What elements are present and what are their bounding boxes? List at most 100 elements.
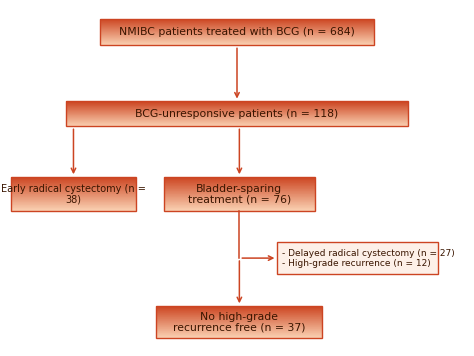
Bar <box>164 209 315 210</box>
Bar <box>10 205 137 206</box>
Bar <box>156 327 322 328</box>
Bar <box>164 194 315 195</box>
Text: No high-grade: No high-grade <box>201 312 278 322</box>
Text: - High-grade recurrence (n = 12): - High-grade recurrence (n = 12) <box>282 258 431 268</box>
Bar <box>156 329 322 330</box>
Bar <box>164 182 315 183</box>
Bar <box>164 206 315 207</box>
Text: - Delayed radical cystectomy (n = 27): - Delayed radical cystectomy (n = 27) <box>282 248 455 258</box>
Bar <box>156 317 322 318</box>
Bar <box>156 323 322 324</box>
Bar <box>10 177 137 178</box>
Bar <box>156 316 322 317</box>
Bar <box>156 332 322 333</box>
Bar <box>164 202 315 203</box>
Bar <box>156 318 322 319</box>
Bar <box>10 181 137 182</box>
Bar <box>164 192 315 193</box>
Bar <box>10 179 137 180</box>
Bar <box>156 325 322 326</box>
Bar <box>164 177 315 211</box>
Bar <box>156 322 322 323</box>
Bar <box>10 186 137 187</box>
Bar <box>164 204 315 205</box>
Bar <box>156 312 322 313</box>
Bar <box>10 202 137 203</box>
Bar <box>156 321 322 322</box>
Bar <box>164 205 315 206</box>
Text: BCG-unresponsive patients (n = 118): BCG-unresponsive patients (n = 118) <box>136 109 338 119</box>
Bar <box>164 188 315 189</box>
Bar <box>277 242 438 274</box>
Bar <box>156 324 322 325</box>
Bar <box>156 330 322 331</box>
Bar <box>164 180 315 181</box>
Bar <box>164 203 315 204</box>
Bar <box>164 190 315 191</box>
Bar <box>164 191 315 192</box>
Bar <box>164 187 315 188</box>
Bar <box>10 185 137 186</box>
Bar <box>164 177 315 178</box>
Bar <box>164 198 315 199</box>
Bar <box>10 210 137 211</box>
Bar <box>10 178 137 179</box>
Bar <box>10 197 137 198</box>
Bar <box>10 196 137 197</box>
Bar <box>156 337 322 338</box>
Bar <box>164 190 315 191</box>
Bar <box>164 195 315 196</box>
Bar <box>164 181 315 182</box>
Bar <box>164 185 315 186</box>
Bar <box>164 197 315 198</box>
Bar <box>156 335 322 336</box>
Bar <box>164 199 315 200</box>
Bar <box>156 328 322 329</box>
Bar <box>156 331 322 332</box>
Bar <box>10 198 137 199</box>
Text: 38): 38) <box>65 194 82 204</box>
Bar <box>156 320 322 321</box>
Bar <box>164 183 315 184</box>
Bar <box>156 309 322 310</box>
Bar <box>10 190 137 191</box>
Text: NMIBC patients treated with BCG (n = 684): NMIBC patients treated with BCG (n = 684… <box>119 27 355 37</box>
Bar <box>156 315 322 316</box>
Bar <box>10 204 137 205</box>
Bar <box>10 190 137 191</box>
Bar <box>156 308 322 309</box>
Bar <box>156 311 322 312</box>
Bar <box>66 101 408 126</box>
Text: recurrence free (n = 37): recurrence free (n = 37) <box>173 322 306 332</box>
Bar <box>156 310 322 311</box>
Bar <box>156 306 322 307</box>
Text: treatment (n = 76): treatment (n = 76) <box>188 194 291 204</box>
Bar <box>156 336 322 337</box>
Bar <box>10 193 137 194</box>
Bar <box>10 191 137 192</box>
Bar <box>164 201 315 202</box>
Bar <box>10 192 137 193</box>
Bar <box>164 200 315 201</box>
Text: Bladder-sparing: Bladder-sparing <box>196 184 283 194</box>
Bar <box>156 333 322 334</box>
Bar <box>156 314 322 315</box>
Bar <box>10 199 137 200</box>
Bar <box>10 189 137 190</box>
Bar <box>164 184 315 185</box>
Bar <box>100 19 374 45</box>
Bar <box>164 186 315 187</box>
Bar <box>10 200 137 201</box>
Bar <box>10 180 137 181</box>
Bar <box>10 207 137 208</box>
Bar <box>156 313 322 314</box>
Bar <box>164 208 315 209</box>
Text: Early radical cystectomy (n =: Early radical cystectomy (n = <box>1 184 146 194</box>
Bar <box>164 196 315 197</box>
Bar <box>10 177 137 211</box>
Bar <box>10 208 137 209</box>
Bar <box>10 187 137 188</box>
Bar <box>10 183 137 184</box>
Bar <box>164 189 315 190</box>
Bar <box>164 179 315 180</box>
